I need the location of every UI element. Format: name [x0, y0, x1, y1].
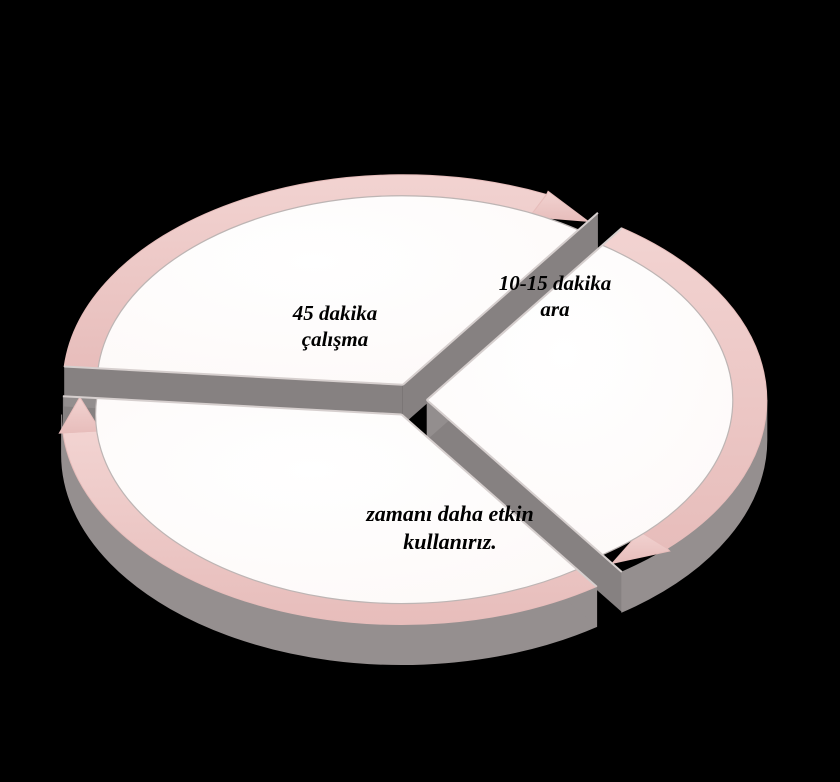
slice-break-label: 10-15 dakika ara [445, 270, 665, 323]
diagram-stage: 45 dakika çalışma10-15 dakika ara zamanı … [0, 0, 840, 782]
slice-effective-label: zamanı daha etkin kullanırız. [290, 500, 610, 555]
slice-work-label: 45 dakika çalışma [235, 300, 435, 353]
cycle-pie-chart [0, 0, 840, 782]
